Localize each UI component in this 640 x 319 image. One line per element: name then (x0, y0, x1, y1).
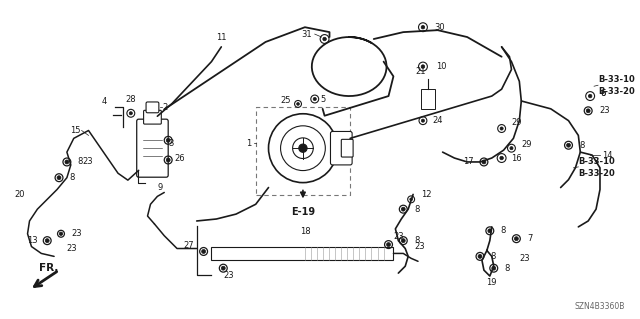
Circle shape (401, 239, 405, 243)
Circle shape (410, 198, 413, 201)
Circle shape (60, 232, 63, 235)
Text: B-33-20: B-33-20 (598, 87, 635, 96)
Text: E-19: E-19 (291, 207, 315, 217)
Text: 23: 23 (414, 242, 425, 251)
Text: 23: 23 (394, 232, 404, 241)
Circle shape (57, 176, 61, 180)
Text: 20: 20 (14, 190, 24, 199)
Text: 29: 29 (522, 140, 532, 149)
Circle shape (500, 156, 504, 160)
Text: 23: 23 (72, 229, 83, 238)
Text: 29: 29 (511, 118, 522, 127)
Text: 15: 15 (70, 126, 81, 135)
Circle shape (492, 266, 496, 270)
Text: B-33-10: B-33-10 (579, 158, 615, 167)
Text: 8: 8 (491, 252, 496, 261)
Text: 31: 31 (301, 30, 312, 39)
Circle shape (65, 160, 69, 164)
Text: 8: 8 (579, 141, 585, 150)
Circle shape (401, 207, 405, 211)
Text: B-33-10: B-33-10 (598, 75, 635, 84)
Text: 23: 23 (83, 158, 93, 167)
Text: SZN4B3360B: SZN4B3360B (574, 302, 625, 311)
Bar (211, 247, 394, 260)
Text: 23: 23 (599, 106, 610, 115)
Text: 14: 14 (602, 151, 612, 160)
Text: 8: 8 (414, 236, 419, 245)
Circle shape (323, 37, 326, 41)
Circle shape (478, 255, 482, 258)
FancyBboxPatch shape (143, 110, 161, 124)
Text: 6: 6 (600, 89, 605, 98)
Text: 18: 18 (300, 227, 310, 236)
FancyBboxPatch shape (341, 139, 353, 157)
Circle shape (129, 112, 132, 115)
Text: 17: 17 (463, 158, 474, 167)
Text: 16: 16 (511, 153, 522, 162)
Text: FR.: FR. (40, 263, 59, 273)
Text: 30: 30 (435, 23, 445, 32)
Circle shape (515, 237, 518, 241)
Circle shape (566, 143, 570, 147)
Circle shape (488, 229, 492, 233)
Text: 8: 8 (77, 158, 83, 167)
Text: 8: 8 (70, 173, 76, 182)
Text: 10: 10 (436, 62, 446, 71)
Circle shape (500, 127, 503, 130)
Circle shape (421, 65, 425, 68)
Circle shape (421, 26, 425, 29)
FancyBboxPatch shape (146, 102, 159, 113)
Text: 21: 21 (416, 67, 426, 76)
Circle shape (421, 119, 424, 122)
Text: 8: 8 (500, 226, 506, 235)
Text: 4: 4 (102, 97, 108, 106)
Text: 25: 25 (280, 96, 291, 106)
Text: 8: 8 (414, 205, 419, 214)
Text: 23: 23 (67, 244, 77, 253)
Circle shape (482, 160, 486, 164)
Circle shape (297, 102, 300, 105)
Circle shape (299, 144, 307, 152)
Circle shape (166, 158, 170, 162)
Text: 8: 8 (504, 264, 510, 273)
Text: 6: 6 (600, 89, 605, 98)
Text: 12: 12 (421, 190, 431, 199)
Circle shape (202, 249, 205, 253)
Text: 2: 2 (163, 103, 168, 112)
Text: 19: 19 (486, 278, 497, 287)
Circle shape (387, 243, 390, 247)
Text: 13: 13 (27, 236, 37, 245)
Text: 9: 9 (157, 182, 163, 191)
FancyBboxPatch shape (330, 131, 352, 165)
FancyBboxPatch shape (137, 119, 168, 177)
Text: 28: 28 (125, 95, 136, 104)
Text: 5: 5 (321, 94, 326, 103)
Circle shape (313, 97, 316, 100)
Text: 26: 26 (174, 153, 185, 162)
Text: 27: 27 (183, 241, 194, 250)
Bar (421, 89, 435, 109)
Text: 3: 3 (168, 139, 173, 148)
Text: 7: 7 (527, 234, 532, 243)
Circle shape (510, 147, 513, 150)
Text: 23: 23 (224, 271, 234, 279)
Circle shape (45, 239, 49, 243)
Circle shape (588, 94, 592, 98)
Circle shape (166, 138, 170, 142)
Circle shape (221, 266, 225, 270)
Text: B-33-20: B-33-20 (579, 169, 615, 178)
Text: 11: 11 (216, 33, 227, 41)
Circle shape (586, 109, 590, 113)
Text: 23: 23 (519, 254, 530, 263)
Text: 1: 1 (246, 139, 252, 148)
Text: 24: 24 (433, 116, 444, 125)
